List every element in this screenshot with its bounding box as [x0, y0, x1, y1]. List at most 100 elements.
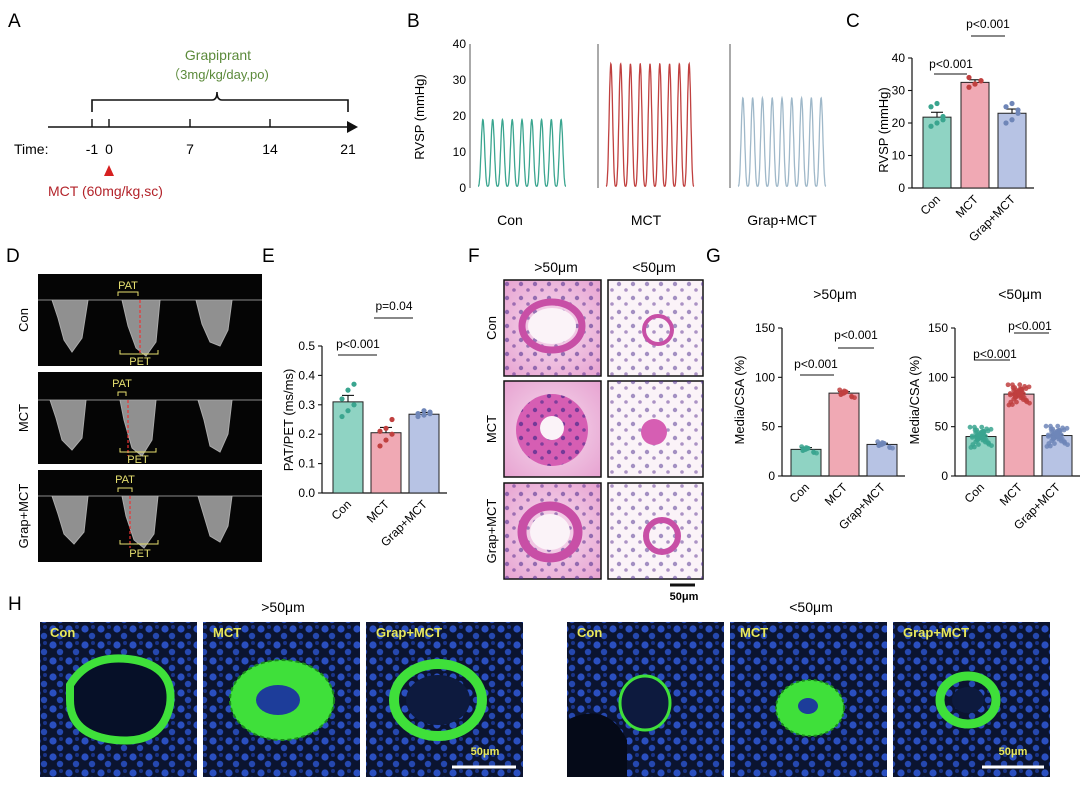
data-point — [979, 424, 985, 430]
tick-label: 0 — [898, 181, 905, 195]
group-label: Grap+MCT — [747, 212, 817, 228]
data-point — [1011, 396, 1017, 402]
data-point — [1016, 389, 1021, 395]
data-point — [972, 81, 978, 87]
data-point — [801, 446, 806, 452]
data-point — [1009, 117, 1015, 123]
data-point — [1003, 104, 1009, 110]
data-point — [427, 409, 433, 415]
y-axis-label: RVSP (mmHg) — [412, 74, 427, 159]
tick-label: 0.1 — [298, 457, 315, 471]
tick-label: 10 — [892, 149, 906, 163]
data-point — [1003, 120, 1009, 126]
p-value: p<0.001 — [1008, 319, 1052, 333]
group-title: <50μm — [789, 599, 832, 615]
data-point — [852, 395, 857, 401]
mct-injection-marker — [104, 165, 114, 176]
data-point — [978, 431, 983, 437]
bar — [332, 401, 364, 494]
tick-label: 0.4 — [298, 368, 315, 382]
data-point — [928, 123, 934, 129]
data-point — [1011, 391, 1017, 397]
pet-label: PET — [127, 454, 149, 466]
y-ticks: 0 10 20 30 40 — [453, 37, 467, 195]
data-point — [970, 442, 976, 447]
panel-letter-f: F — [468, 246, 480, 267]
pat-label: PAT — [112, 378, 132, 390]
if-image-grap-large: Grap+MCT 50μm — [366, 622, 523, 777]
data-point — [345, 387, 351, 393]
tick-label: 21 — [340, 141, 356, 157]
he-image-con-large — [503, 279, 602, 377]
y-axis-label: Media/CSA (%) — [907, 356, 922, 445]
timeline-arrow — [347, 121, 358, 133]
panel-letter-b: B — [407, 11, 420, 32]
bar — [408, 413, 440, 494]
data-point — [1055, 423, 1061, 429]
data-point — [940, 117, 946, 123]
dose-label: （3mg/kg/day,po) — [167, 67, 269, 82]
image-label: Con — [577, 625, 602, 640]
row-label: Con — [484, 316, 499, 340]
tick-label: 20 — [453, 109, 467, 123]
if-image-mct-small: MCT — [730, 622, 887, 777]
data-point — [934, 120, 940, 126]
panel-a: A Grapiprant （3mg/kg/day,po) Time: -1 0 … — [8, 11, 358, 199]
p-value: p<0.001 — [834, 328, 878, 342]
data-point — [973, 434, 979, 439]
image-label: Con — [50, 625, 75, 640]
x-tick-label: MCT — [364, 497, 393, 526]
scale-label: 50μm — [670, 591, 699, 603]
p-value: p<0.001 — [929, 57, 973, 71]
bar — [960, 81, 990, 189]
row-label: MCT — [16, 404, 31, 432]
tick-label: 10 — [453, 145, 467, 159]
x-tick-label: Con — [787, 480, 812, 505]
x-tick-label: Con — [918, 192, 943, 217]
data-point — [890, 445, 895, 451]
tick-label: 50 — [935, 420, 949, 434]
pet-label: PET — [129, 548, 151, 560]
tick-label: 14 — [262, 141, 278, 157]
panel-letter-g: G — [706, 246, 721, 267]
doppler-grap-mct: PAT PET — [38, 470, 262, 562]
p-value: p=0.04 — [375, 299, 412, 313]
data-point — [345, 408, 351, 414]
data-point — [377, 443, 383, 449]
he-image-grap-small — [607, 482, 704, 580]
panel-f: F >50μm <50μm — [468, 246, 704, 603]
tick-label: 150 — [928, 321, 948, 335]
tick-label: 0.5 — [298, 339, 315, 353]
data-point — [421, 412, 427, 418]
group-label: MCT — [631, 212, 662, 228]
data-point — [383, 425, 389, 431]
pat-label: PAT — [118, 280, 138, 292]
data-point — [377, 428, 383, 434]
x-tick-label: Con — [329, 497, 354, 522]
data-point — [1065, 442, 1070, 448]
x-tick-label: MCT — [822, 480, 851, 509]
pet-label: PET — [129, 356, 151, 368]
data-point — [877, 441, 882, 447]
pressure-trace-con — [477, 117, 567, 187]
tick-label: -1 — [86, 141, 99, 157]
row-label: MCT — [484, 415, 499, 443]
he-image-con-small — [607, 279, 704, 377]
data-point — [1049, 438, 1055, 444]
tick-label: 20 — [892, 116, 906, 130]
tick-label: 30 — [892, 84, 906, 98]
image-label: Grap+MCT — [903, 625, 969, 640]
treatment-bracket — [91, 91, 349, 112]
data-point — [1007, 392, 1013, 398]
data-point — [389, 431, 395, 437]
tick-label: 7 — [186, 141, 194, 157]
panel-letter-e: E — [262, 246, 275, 267]
data-point — [973, 439, 979, 445]
x-tick-label: MCT — [997, 480, 1026, 509]
data-point — [1043, 423, 1049, 429]
row-label: Grap+MCT — [16, 484, 31, 549]
data-point — [814, 450, 819, 456]
group-label: Con — [497, 212, 523, 228]
he-image-mct-large — [503, 380, 602, 478]
